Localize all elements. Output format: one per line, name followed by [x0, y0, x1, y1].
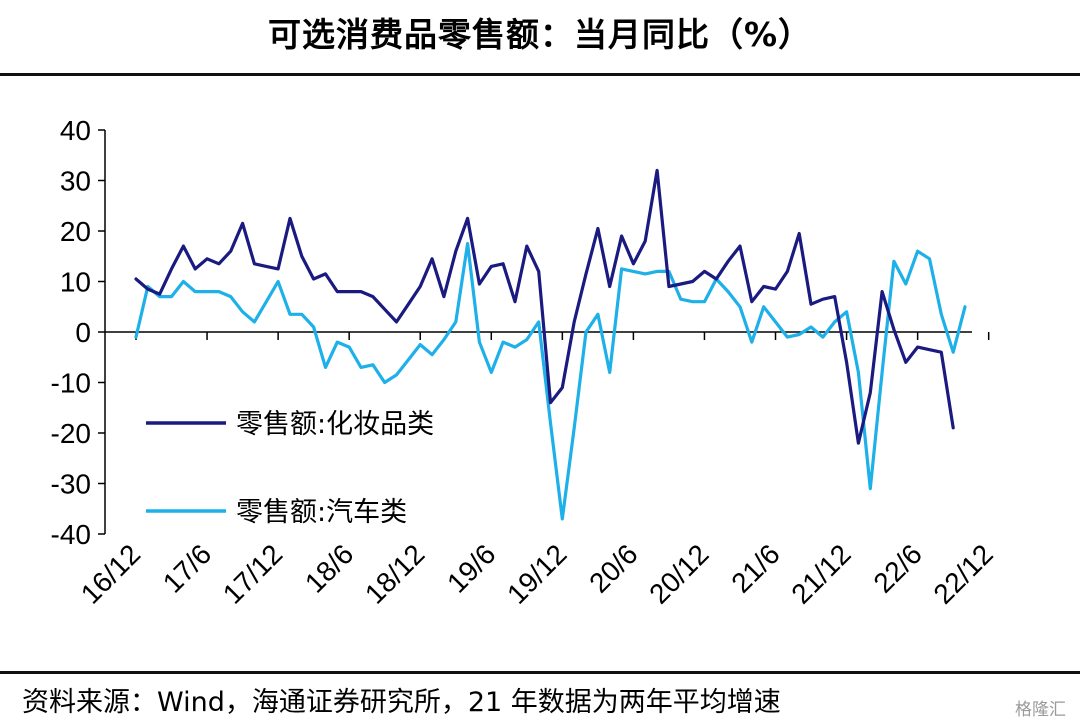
y-tick-label: 10	[60, 267, 91, 298]
x-tick-label: 20/6	[583, 538, 643, 598]
x-tick-label: 22/6	[867, 538, 927, 598]
y-tick-label: -10	[51, 368, 91, 399]
x-tick-label: 17/6	[157, 538, 217, 598]
source-note: 资料来源：Wind，海通证券研究所，21 年数据为两年平均增速	[22, 687, 781, 718]
bottom-rule	[0, 671, 1080, 674]
x-tick-label: 22/12	[927, 538, 998, 609]
y-tick-label: 0	[75, 317, 91, 348]
y-tick-label: -20	[51, 418, 91, 449]
x-tick-label: 20/12	[643, 538, 714, 609]
chart-title: 可选消费品零售额：当月同比（%）	[267, 15, 813, 54]
x-tick-label: 19/12	[501, 538, 572, 609]
legend-label-1: 零售额:汽车类	[236, 497, 407, 528]
x-tick-label: 17/12	[217, 538, 288, 609]
top-rule	[0, 73, 1080, 76]
x-tick-label: 21/6	[725, 538, 785, 598]
y-tick-label: 20	[60, 216, 91, 247]
legend-label-0: 零售额:化妆品类	[236, 409, 434, 440]
x-tick-label: 19/6	[441, 538, 501, 598]
x-tick-label: 18/12	[359, 538, 430, 609]
x-tick-label: 18/6	[299, 538, 359, 598]
series-line-1	[134, 242, 967, 521]
y-tick-label: -40	[51, 519, 91, 550]
y-tick-label: -30	[51, 469, 91, 500]
watermark: 格隆汇	[1015, 700, 1066, 720]
y-tick-label: 30	[60, 166, 91, 197]
series-line-0	[134, 168, 955, 445]
y-tick-label: 40	[60, 115, 91, 146]
x-tick-label: 21/12	[785, 538, 856, 609]
